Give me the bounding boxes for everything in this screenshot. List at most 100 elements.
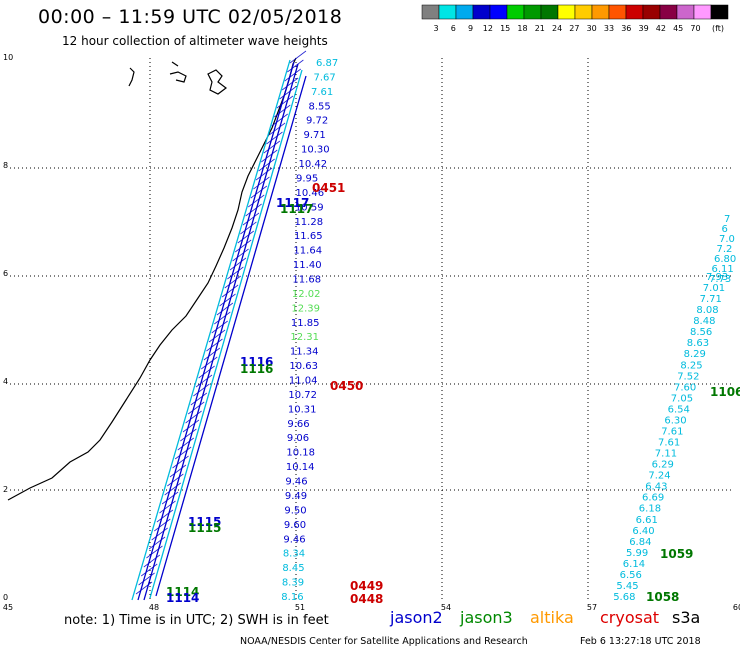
- swh-value: 8.34: [283, 549, 305, 560]
- swh-value: 12.39: [291, 303, 320, 314]
- pass-time: 0450: [330, 379, 363, 393]
- swh-value: 9.49: [285, 491, 307, 502]
- swh-value: 6.80: [714, 254, 736, 265]
- swh-value: 10.18: [286, 448, 315, 459]
- swh-value: 8.63: [687, 338, 709, 349]
- pass-time: 1106: [710, 385, 740, 399]
- swath-hatch: [193, 383, 210, 397]
- pass-time: 1117: [276, 196, 309, 210]
- x-tick-labels: 45 48 51 54 57 60: [3, 603, 740, 612]
- swh-value: 6.54: [668, 404, 690, 415]
- y-tick: 6: [3, 269, 8, 278]
- swath-hatch: [180, 428, 197, 442]
- right-edge-values: 767.07.26.806.117.73: [709, 214, 736, 285]
- swath-hatch: [135, 581, 153, 595]
- swh-value: 7.52: [677, 371, 699, 382]
- swh-value: 11.40: [293, 260, 322, 271]
- swh-value: 12.31: [290, 332, 319, 343]
- pass-time: 1114: [166, 585, 199, 599]
- x-tick: 45: [3, 603, 13, 612]
- scale-label: 12: [483, 24, 493, 33]
- pass-time: 0451: [312, 181, 345, 195]
- swh-value: 6.29: [652, 460, 674, 471]
- swath-hatch: [253, 176, 270, 190]
- scale-label: 36: [621, 24, 631, 33]
- swh-value: 11.85: [291, 318, 320, 329]
- swh-value: 10.14: [286, 462, 315, 473]
- y-tick-labels: 0 2 4 6 8 10: [3, 53, 13, 602]
- swath-hatch: [151, 527, 168, 541]
- pass-time: 0448: [350, 592, 383, 606]
- page-title: 00:00 – 11:59 UTC 02/05/2018: [38, 6, 343, 28]
- swh-value: 7.61: [658, 438, 680, 449]
- swh-value: 11.04: [289, 376, 318, 387]
- swh-value: 6.43: [645, 482, 667, 493]
- swh-value: 10.31: [288, 404, 317, 415]
- swh-value: 8.08: [696, 305, 718, 316]
- scale-label: 45: [673, 24, 683, 33]
- scale-label: 9: [468, 24, 473, 33]
- satellite-legend-jason2: jason2: [390, 608, 443, 627]
- scale-label: 33: [604, 24, 614, 33]
- swath-hatch: [148, 536, 166, 550]
- swh-value: 9.50: [284, 505, 306, 516]
- swath-hatch: [216, 302, 234, 316]
- center-track-values: 6.87 7.67 7.61 8.55 9.72 9.71 10.30 10.42 9.95 10…: [281, 58, 338, 603]
- pass-time: 1059: [660, 547, 693, 561]
- swath-hatch: [159, 500, 176, 514]
- x-tick: 60: [733, 603, 740, 612]
- swh-value: 7.60: [674, 382, 696, 393]
- swath-hatch: [281, 77, 299, 91]
- swath-hatch: [195, 374, 213, 388]
- swath-hatch: [242, 212, 260, 226]
- swath-hatch: [138, 572, 155, 586]
- swh-value: 11.65: [294, 231, 323, 242]
- swh-value: 11.34: [290, 347, 319, 358]
- swath-hatch: [271, 113, 288, 127]
- x-tick: 57: [587, 603, 597, 612]
- swh-value: 6: [722, 224, 728, 235]
- generation-timestamp: Feb 6 13:27:18 UTC 2018: [580, 636, 701, 647]
- swh-value: 7.01: [703, 283, 725, 294]
- satellite-legend-altika: altika: [530, 608, 574, 627]
- swh-value: 8.39: [282, 578, 304, 589]
- scale-label: 39: [639, 24, 649, 33]
- swath-hatch: [237, 230, 255, 244]
- swh-value: 6.84: [629, 537, 651, 548]
- grid-lines: [10, 58, 734, 600]
- swh-value: 8.48: [693, 316, 715, 327]
- swh-value: 7.93: [706, 272, 728, 283]
- x-tick: 48: [149, 603, 159, 612]
- swath-hatch: [169, 464, 187, 478]
- swath-hatch: [240, 221, 257, 235]
- swh-value: 8.25: [680, 360, 702, 371]
- swath-hatch: [247, 194, 265, 208]
- coastline: [7, 57, 297, 501]
- swath-hatch: [279, 86, 296, 100]
- swath-hatch: [206, 338, 223, 352]
- swh-value: 8.29: [684, 349, 706, 360]
- y-tick: 0: [3, 593, 8, 602]
- swath-hatch: [172, 455, 189, 469]
- right-track-values: 7.937.017.718.088.488.568.638.298.257.52…: [613, 272, 728, 603]
- swh-value: 10.72: [288, 390, 317, 401]
- scale-label: 18: [517, 24, 527, 33]
- color-scale-bar: 3 6 9 12 15 18 21 24 27 30 33 36 39 42 45 70 (ft): [421, 4, 729, 33]
- swath-hatch: [224, 275, 241, 289]
- swh-value: 9.06: [287, 433, 309, 444]
- swh-value: 10.42: [298, 159, 327, 170]
- footer-note: note: 1) Time is in UTC; 2) SWH is in fe…: [64, 613, 329, 628]
- pass-time: 1115: [188, 521, 221, 535]
- swh-value: 7.67: [313, 72, 335, 83]
- satellite-legend-jason3: jason3: [460, 608, 513, 627]
- pass-time-labels: 0451111711171116111604501115111511141114…: [166, 181, 740, 606]
- swh-value: 10.46: [295, 188, 324, 199]
- swath-hatch: [143, 554, 161, 568]
- swath-hatch: [250, 185, 268, 199]
- swh-value: 7.71: [700, 294, 722, 305]
- swath-hatch: [203, 347, 221, 361]
- swh-value: 6.69: [642, 493, 664, 504]
- swath-hatch: [174, 446, 192, 460]
- swh-value: 7.11: [655, 449, 677, 460]
- swh-value: 9.46: [285, 477, 307, 488]
